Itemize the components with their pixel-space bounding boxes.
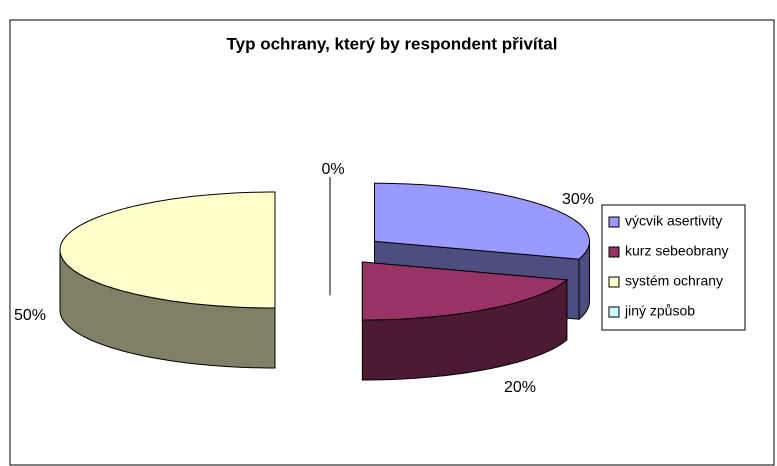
legend-swatch (608, 306, 620, 318)
legend-label: kurz sebeobrany (625, 243, 729, 259)
slice (361, 261, 569, 381)
data-label: 20% (504, 379, 536, 396)
data-label: 50% (14, 307, 46, 324)
legend-swatch (608, 276, 620, 288)
data-label: 30% (562, 191, 594, 208)
slice (59, 191, 276, 369)
slice-top (374, 182, 590, 260)
legend-label: jiný způsob (624, 303, 695, 319)
legend-swatch (608, 216, 620, 228)
legend-box (601, 204, 746, 331)
data-label: 0% (321, 161, 344, 178)
legend-label: výcvik asertivity (625, 213, 722, 229)
legend-label: systém ochrany (625, 273, 723, 289)
slice-top (361, 261, 569, 321)
chart-title: Typ ochrany, který by respondent přivíta… (227, 34, 558, 53)
slice-top (59, 191, 276, 309)
legend-swatch (608, 246, 620, 258)
